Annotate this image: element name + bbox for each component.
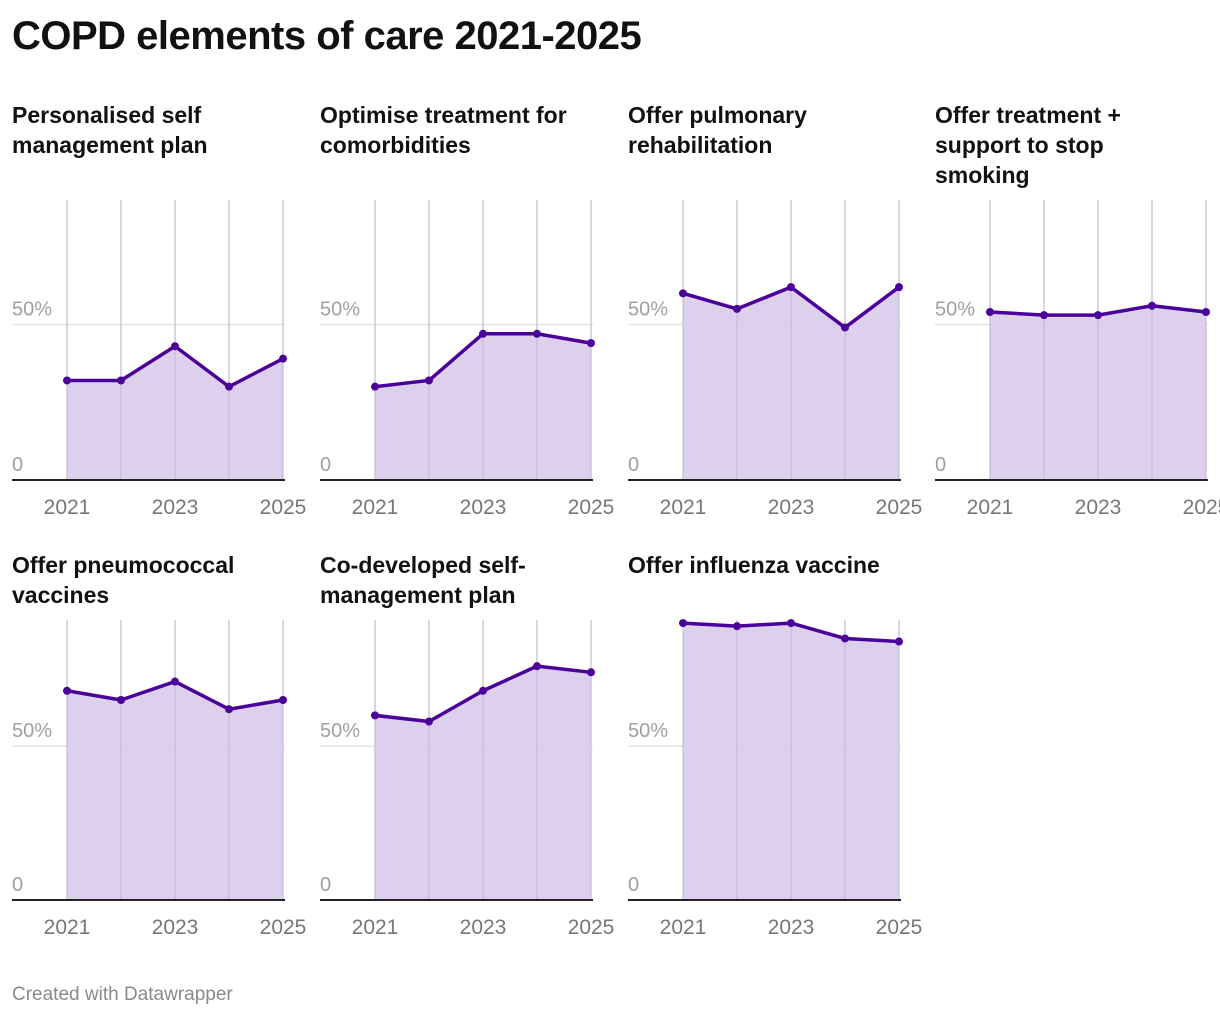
x-tick-label: 2025 [568,916,615,939]
x-tick-label: 2021 [44,916,91,939]
chart-svg: 0 50% 2021 2023 2025 [320,200,614,519]
chart-title: Optimise treatment for comorbidities [320,102,567,158]
y-tick-label: 0 [935,454,946,476]
x-tick-label: 2025 [568,496,615,519]
x-tick-label: 2025 [876,496,923,519]
data-point [117,376,125,385]
data-point [1202,308,1210,316]
data-point [679,619,687,628]
data-point [479,329,487,338]
data-point [63,686,71,695]
y-tick-label: 50% [628,298,668,320]
chart-title: Offer pneumococcal vaccines [12,552,235,608]
chart-title: Offer influenza vaccine [628,552,880,578]
chart-svg: 0 50% 2021 2023 2025 [12,620,306,939]
data-point [986,308,994,316]
x-tick-label: 2021 [660,496,707,519]
data-point [479,686,487,695]
x-tick-label: 2025 [1183,496,1220,519]
data-point [171,677,179,686]
data-point [171,342,179,351]
data-point [279,696,287,704]
x-tick-label: 2021 [660,916,707,939]
x-tick-label: 2023 [1075,496,1122,519]
y-tick-label: 50% [320,298,360,320]
chart-svg: 0 50% 2021 2023 2025 [628,619,922,939]
data-point [841,634,849,643]
data-point [279,354,287,363]
x-tick-label: 2023 [768,916,815,939]
data-point [733,622,741,631]
data-point [1148,301,1156,310]
y-tick-label: 0 [320,454,331,476]
y-tick-label: 50% [320,720,360,742]
y-tick-label: 50% [935,298,975,320]
data-point [425,717,433,726]
data-point [225,382,233,391]
data-point [895,283,903,292]
data-point [895,637,903,646]
data-point [787,619,795,628]
x-tick-label: 2023 [152,916,199,939]
chart-svg: 0 50% 2021 2023 2025 [320,620,614,939]
data-point [533,662,541,671]
data-point [787,283,795,292]
data-point [1094,311,1102,320]
data-point [371,382,379,391]
data-point [1040,311,1048,320]
data-point [587,339,595,348]
x-tick-label: 2021 [967,496,1014,519]
chart-title: Offer treatment + support to stop smokin… [935,102,1121,188]
y-tick-label: 50% [12,720,52,742]
x-tick-label: 2021 [352,916,399,939]
x-tick-label: 2023 [152,496,199,519]
chart-title: Co-developed self-management plan [320,552,526,608]
data-point [63,376,71,385]
x-tick-label: 2025 [260,916,307,939]
data-point [679,289,687,298]
chart-svg: 0 50% 2021 2023 2025 [12,200,306,519]
y-tick-label: 50% [628,720,668,742]
x-tick-label: 2023 [768,496,815,519]
chart-title: Offer pulmonary rehabilitation [628,102,807,158]
data-point [225,705,233,714]
page-title: COPD elements of care 2021-2025 [12,14,642,58]
x-tick-label: 2025 [876,916,923,939]
y-tick-label: 0 [320,874,331,896]
x-tick-label: 2025 [260,496,307,519]
data-point [533,329,541,338]
x-tick-label: 2021 [44,496,91,519]
data-point [117,696,125,704]
data-point [841,323,849,332]
data-point [587,668,595,677]
y-tick-label: 0 [628,454,639,476]
data-point [425,376,433,385]
y-tick-label: 0 [12,874,23,896]
y-tick-label: 0 [628,874,639,896]
y-tick-label: 0 [12,454,23,476]
chart-svg: 0 50% 2021 2023 2025 [935,200,1220,519]
x-tick-label: 2023 [460,496,507,519]
chart-svg: 0 50% 2021 2023 2025 [628,200,922,519]
y-tick-label: 50% [12,298,52,320]
credit-footer: Created with Datawrapper [12,984,233,1005]
data-point [371,711,379,720]
x-tick-label: 2021 [352,496,399,519]
data-point [733,304,741,313]
chart-title: Personalised self management plan [12,102,208,158]
x-tick-label: 2023 [460,916,507,939]
